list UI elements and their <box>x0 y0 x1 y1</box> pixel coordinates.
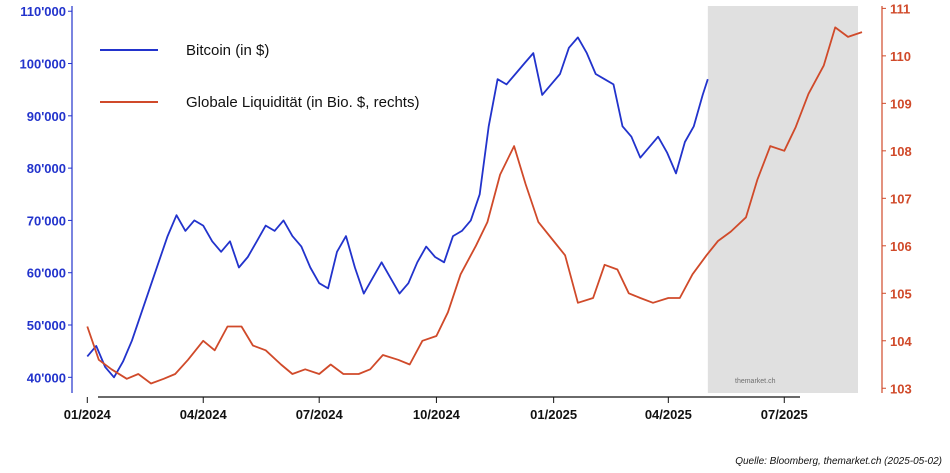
watermark-label: themarket.ch <box>735 378 776 385</box>
right-tick-label: 111 <box>890 1 910 16</box>
x-tick-label: 04/2024 <box>180 407 228 422</box>
x-tick-label: 10/2024 <box>413 407 461 422</box>
left-tick-label: 90'000 <box>27 109 66 124</box>
left-tick-label: 50'000 <box>27 318 66 333</box>
right-tick-label: 109 <box>890 96 912 111</box>
right-tick-label: 105 <box>890 286 912 301</box>
series-line-bitcoin <box>87 37 708 377</box>
right-tick-label: 110 <box>890 49 911 64</box>
left-tick-label: 100'000 <box>20 57 66 72</box>
x-tick-label: 01/2024 <box>64 407 112 422</box>
right-tick-label: 103 <box>890 381 912 396</box>
x-tick-label: 07/2024 <box>296 407 344 422</box>
left-tick-label: 80'000 <box>27 161 66 176</box>
right-tick-label: 108 <box>890 144 912 159</box>
right-tick-label: 106 <box>890 239 912 254</box>
left-tick-label: 70'000 <box>27 213 66 228</box>
left-tick-label: 110'000 <box>20 4 66 19</box>
shaded-period <box>708 6 858 393</box>
x-tick-label: 07/2025 <box>761 407 808 422</box>
legend-label: Globale Liquidität (in Bio. $, rechts) <box>186 94 419 111</box>
right-tick-label: 107 <box>890 191 912 206</box>
x-tick-label: 04/2025 <box>645 407 692 422</box>
left-tick-label: 60'000 <box>27 266 66 281</box>
source-label: Quelle: Bloomberg, themarket.ch (2025-05… <box>735 456 942 467</box>
legend-label: Bitcoin (in $) <box>186 42 269 59</box>
right-tick-label: 104 <box>890 334 912 349</box>
left-tick-label: 40'000 <box>27 370 66 385</box>
x-tick-label: 01/2025 <box>530 407 577 422</box>
